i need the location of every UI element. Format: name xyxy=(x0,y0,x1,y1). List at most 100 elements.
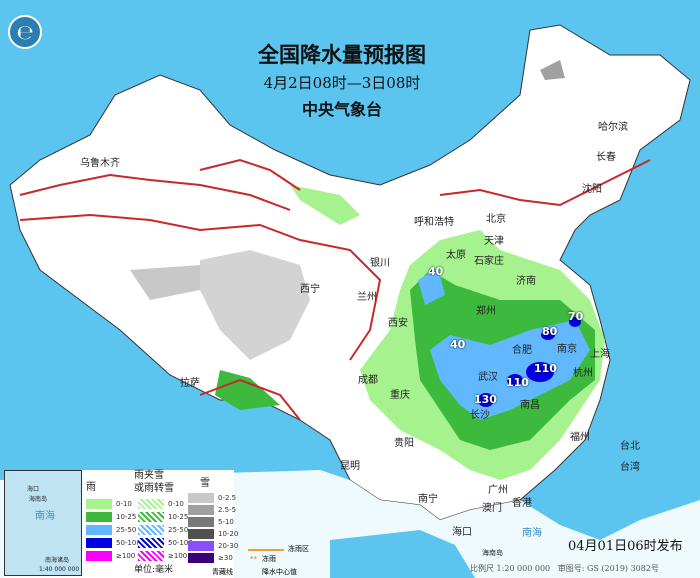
legend-rain-title: 雨 xyxy=(86,482,96,493)
sea-label: 南海 xyxy=(522,528,542,539)
inset-island: 海南岛 xyxy=(29,496,48,503)
legend-sleet-label: ≥100 xyxy=(168,552,188,560)
agency-name: 中央气象台 xyxy=(301,100,382,119)
cma-logo-icon: ℮ xyxy=(8,15,42,49)
legend-snow-label: 5-10 xyxy=(218,518,234,526)
city-label: 武汉 xyxy=(478,372,498,383)
legend-freezing-area: 冻雨区 xyxy=(288,545,309,553)
precip-center-value: 130 xyxy=(474,393,497,406)
precip-center-value: 80 xyxy=(542,325,558,338)
city-label: 哈尔滨 xyxy=(598,122,628,133)
city-label: 济南 xyxy=(516,276,536,287)
legend-snow-label: ≥30 xyxy=(218,554,233,562)
precip-center-value: 70 xyxy=(568,310,584,323)
city-label: 长春 xyxy=(596,152,616,163)
freezing-rain-icon: ** xyxy=(250,555,257,563)
legend-sleet-title2: 或雨转雪 xyxy=(134,483,174,494)
city-label: 昆明 xyxy=(340,461,360,472)
city-label: 台湾 xyxy=(620,462,640,473)
legend-sleet-label: 50-100 xyxy=(168,539,193,547)
legend-snow-label: 20-30 xyxy=(218,542,239,550)
city-label: 北京 xyxy=(486,214,506,225)
legend-snow-swatch xyxy=(188,517,214,527)
precip-center-value: 110 xyxy=(506,376,529,389)
legend-freezing-rain: 冻雨 xyxy=(262,555,276,563)
city-label: 南宁 xyxy=(418,494,438,505)
legend-sleet-swatch xyxy=(138,538,164,548)
city-label: 天津 xyxy=(484,236,504,247)
city-label: 南昌 xyxy=(520,400,540,411)
city-label: 长沙 xyxy=(470,410,490,421)
precip-center-value: 40 xyxy=(428,265,444,278)
legend-sleet-title: 雨夹雪 xyxy=(134,470,164,481)
legend-sleet-label: 25-50 xyxy=(168,526,189,534)
city-label: 香港 xyxy=(512,498,532,509)
legend-rain-swatch xyxy=(86,525,112,535)
city-label: 成都 xyxy=(358,375,378,386)
legend-rain-label: 0-10 xyxy=(116,500,132,508)
legend-rain-swatch xyxy=(86,512,112,522)
scale-note: 比例尺 1:20 000 000 审图号: GS (2019) 3082号 xyxy=(470,564,659,574)
inset-city: 海口 xyxy=(27,486,40,493)
legend-sleet-label: 0-10 xyxy=(168,500,184,508)
city-label: 太原 xyxy=(446,250,466,261)
legend-snow-swatch xyxy=(188,505,214,515)
map-title: 全国降水量预报图 xyxy=(258,42,426,67)
city-label: 郑州 xyxy=(476,306,496,317)
legend-snow-swatch xyxy=(188,529,214,539)
legend-sleet-swatch xyxy=(138,525,164,535)
legend-snow-label: 10-20 xyxy=(218,530,239,538)
scale: 比例尺 1:20 000 000 xyxy=(470,564,551,573)
city-label: 西宁 xyxy=(300,284,320,295)
city-label: 澳门 xyxy=(482,503,502,514)
legend-snow-title: 雪 xyxy=(200,478,210,489)
legend-rain-swatch xyxy=(86,551,112,561)
precip-center-value: 40 xyxy=(450,338,466,351)
island-label: 海南岛 xyxy=(482,549,503,557)
city-label: 杭州 xyxy=(573,368,593,379)
inset-scale: 1:40 000 000 xyxy=(39,566,80,573)
legend-snow-swatch xyxy=(188,493,214,503)
city-label: 海口 xyxy=(452,527,472,538)
city-label: 呼和浩特 xyxy=(414,217,454,228)
city-label: 拉萨 xyxy=(180,378,200,389)
publish-time: 04月01日06时发布 xyxy=(568,539,683,554)
legend-center: 降水中心值 xyxy=(262,568,297,576)
legend-snow-swatch xyxy=(188,541,214,551)
city-label: 贵阳 xyxy=(394,438,414,449)
city-label: 石家庄 xyxy=(474,256,504,267)
city-label: 合肥 xyxy=(512,345,532,356)
freezing-area-line xyxy=(248,549,284,551)
legend-sleet-swatch xyxy=(138,512,164,522)
approval-number: 审图号: GS (2019) 3082号 xyxy=(557,564,659,573)
city-label: 乌鲁木齐 xyxy=(80,158,120,169)
city-label: 兰州 xyxy=(357,292,377,303)
legend-rain-label: ≥100 xyxy=(116,552,136,560)
forecast-period: 4月2日08时—3日08时 xyxy=(263,74,421,92)
legend-rain-label: 10-25 xyxy=(116,513,137,521)
legend-qinghai-line: 青藏线 xyxy=(212,568,233,576)
legend-rain-swatch xyxy=(86,499,112,509)
legend-sleet-swatch xyxy=(138,499,164,509)
inset-note: 南海诸岛 xyxy=(45,557,70,564)
city-label: 重庆 xyxy=(390,390,410,401)
city-label: 上海 xyxy=(590,349,610,360)
legend-snow-label: 2.5-5 xyxy=(218,506,237,514)
legend-rain-swatch xyxy=(86,538,112,548)
city-label: 南京 xyxy=(557,344,577,355)
legend-unit: 单位:毫米 xyxy=(134,565,174,575)
south-china-sea-inset: 南海 海南岛 海口 南海诸岛 1:40 000 000 xyxy=(4,470,82,576)
legend-sleet-swatch xyxy=(138,551,164,561)
precip-center-value: 110 xyxy=(534,362,557,375)
legend-rain-label: 50-100 xyxy=(116,539,141,547)
city-label: 银川 xyxy=(370,258,390,269)
city-label: 西安 xyxy=(388,318,408,329)
city-label: 台北 xyxy=(620,441,640,452)
legend-snow-swatch xyxy=(188,553,214,563)
legend-rain-label: 25-50 xyxy=(116,526,137,534)
city-label: 沈阳 xyxy=(582,184,602,195)
inset-sea: 南海 xyxy=(35,511,55,522)
city-label: 福州 xyxy=(570,432,590,443)
city-label: 广州 xyxy=(488,485,508,496)
